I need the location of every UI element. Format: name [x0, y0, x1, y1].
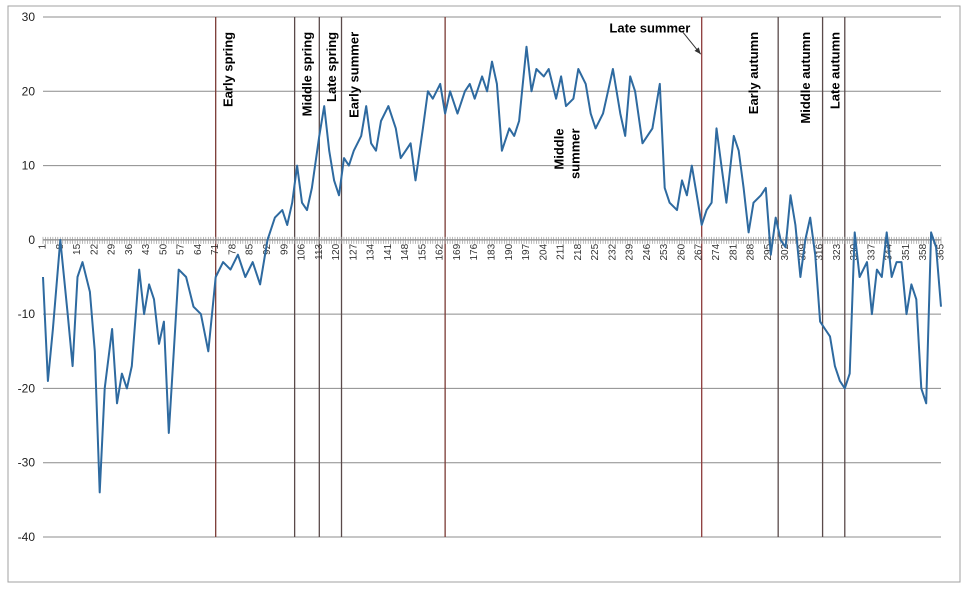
x-tick-label: 148: [400, 243, 411, 260]
late-summer-label: Late summer: [609, 21, 690, 36]
x-tick-label: 106: [297, 243, 308, 260]
y-tick-label: -40: [18, 530, 36, 544]
x-tick-label: 274: [711, 243, 722, 260]
x-tick-label: 43: [141, 243, 152, 255]
x-tick-label: 225: [590, 243, 601, 260]
middle-summer-line-1: Middle: [552, 128, 567, 169]
x-tick-label: 211: [556, 243, 567, 259]
season-label: Late autumn: [827, 32, 842, 109]
chart-border: [7, 5, 961, 583]
x-tick-label: 15: [72, 243, 83, 255]
y-tick-label: -30: [18, 456, 36, 470]
x-tick-label: 22: [89, 243, 100, 255]
y-tick-label: 10: [22, 159, 36, 173]
x-tick-label: 351: [901, 243, 912, 260]
x-tick-label: 365: [936, 243, 947, 260]
x-tick-label: 183: [487, 243, 498, 260]
x-tick-label: 78: [227, 243, 238, 255]
series-layer: [42, 45, 942, 494]
x-tick-label: 316: [815, 243, 826, 260]
x-tick-label: 127: [348, 243, 359, 260]
x-tick-label: 204: [538, 243, 549, 260]
season-labels: Early spring Middle spring Late spring Earl…: [221, 21, 843, 179]
y-tick-label: 0: [28, 233, 35, 247]
x-tick-label: 29: [107, 243, 118, 255]
x-tick-label: 267: [694, 243, 705, 260]
x-tick-label: 99: [279, 243, 290, 255]
x-tick-label: 57: [176, 243, 187, 255]
x-tick-label: 218: [573, 243, 584, 260]
y-tick-label: 30: [22, 10, 36, 24]
x-tick-label: 113: [314, 243, 325, 259]
x-tick-label: 176: [469, 243, 480, 260]
x-axis: 1 8 15 22 29 36 43 50 57 64 71 78 85 92 99 106 113 120 127…: [38, 236, 947, 261]
middle-summer-line-2: summer: [568, 128, 583, 179]
x-tick-label: 358: [918, 243, 929, 260]
x-tick-label: 197: [521, 243, 532, 260]
x-tick-label: 85: [245, 243, 256, 255]
y-tick-label: -20: [18, 381, 36, 395]
y-tick-label: 20: [22, 84, 36, 98]
x-tick-label: 120: [331, 243, 342, 260]
season-label: Middle autumn: [798, 32, 813, 124]
x-tick-label: 92: [262, 243, 273, 255]
x-tick-label: 1: [38, 243, 49, 249]
season-label: Early spring: [221, 32, 236, 107]
x-tick-label: 239: [625, 243, 636, 260]
temperature-series-line: [42, 45, 942, 494]
x-tick-label: 134: [366, 243, 377, 260]
x-tick-label: 260: [676, 243, 687, 260]
x-tick-label: 323: [832, 243, 843, 260]
x-tick-label: 50: [158, 243, 169, 255]
x-tick-label: 281: [728, 243, 739, 260]
gridlines: [43, 16, 941, 538]
x-tick-label: 302: [780, 243, 791, 260]
x-tick-label: 155: [417, 243, 428, 260]
late-summer-arrowhead: [694, 47, 701, 55]
x-tick-label: 190: [504, 243, 515, 260]
x-tick-label: 288: [746, 243, 757, 260]
x-tick-label: 141: [383, 243, 394, 260]
x-tick-label: 246: [642, 243, 653, 260]
x-tick-label: 337: [866, 243, 877, 260]
x-tick-label: 71: [210, 243, 221, 255]
x-tick-label: 36: [124, 243, 135, 255]
y-tick-label: -10: [18, 307, 36, 321]
x-tick-label: 232: [607, 243, 618, 260]
season-label: Middle spring: [299, 32, 314, 117]
x-tick-label: 64: [193, 243, 204, 255]
x-tick-label: 253: [659, 243, 670, 260]
x-tick-label: 169: [452, 243, 463, 260]
y-axis: 30 20 10 0 -10 -20 -30 -40: [18, 10, 36, 544]
season-label: Early summer: [346, 32, 361, 118]
season-label: Late spring: [324, 32, 339, 102]
x-tick-label: 162: [435, 243, 446, 260]
middle-summer-label: Middle summer: [552, 128, 583, 179]
x-tick-label: 295: [763, 243, 774, 260]
season-label: Early autumn: [746, 32, 761, 114]
